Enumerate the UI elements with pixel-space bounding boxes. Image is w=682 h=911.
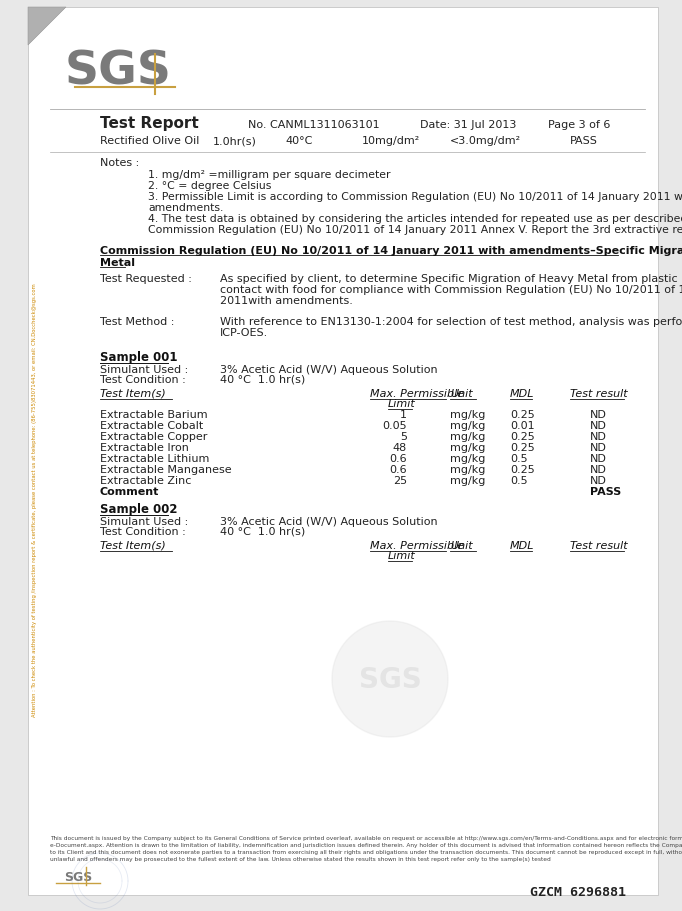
Text: Test result: Test result bbox=[570, 389, 627, 398]
Text: Extractable Lithium: Extractable Lithium bbox=[100, 454, 209, 464]
Text: ND: ND bbox=[590, 432, 607, 442]
Text: Notes :: Notes : bbox=[100, 158, 139, 168]
Text: mg/kg: mg/kg bbox=[450, 476, 486, 486]
Text: 0.6: 0.6 bbox=[389, 454, 407, 464]
Text: 0.5: 0.5 bbox=[510, 454, 528, 464]
Text: 40 °C  1.0 hr(s): 40 °C 1.0 hr(s) bbox=[220, 527, 306, 537]
Text: 40 °C  1.0 hr(s): 40 °C 1.0 hr(s) bbox=[220, 374, 306, 384]
Text: ND: ND bbox=[590, 421, 607, 431]
Text: mg/kg: mg/kg bbox=[450, 465, 486, 475]
Text: ND: ND bbox=[590, 465, 607, 475]
Text: Sample 001: Sample 001 bbox=[100, 351, 177, 363]
Text: 0.25: 0.25 bbox=[510, 432, 535, 442]
Text: 0.25: 0.25 bbox=[510, 443, 535, 453]
Text: mg/kg: mg/kg bbox=[450, 432, 486, 442]
Text: SGS: SGS bbox=[359, 665, 421, 693]
Text: Simulant Used :: Simulant Used : bbox=[100, 517, 188, 527]
Text: Sample 002: Sample 002 bbox=[100, 503, 177, 516]
Text: 2. °C = degree Celsius: 2. °C = degree Celsius bbox=[148, 180, 271, 190]
Text: Extractable Copper: Extractable Copper bbox=[100, 432, 207, 442]
Text: 0.6: 0.6 bbox=[389, 465, 407, 475]
Text: This document is issued by the Company subject to its General Conditions of Serv: This document is issued by the Company s… bbox=[50, 835, 682, 840]
Text: Page 3 of 6: Page 3 of 6 bbox=[548, 120, 610, 130]
Text: mg/kg: mg/kg bbox=[450, 410, 486, 420]
Text: Extractable Cobalt: Extractable Cobalt bbox=[100, 421, 203, 431]
Text: Date: 31 Jul 2013: Date: 31 Jul 2013 bbox=[420, 120, 516, 130]
Text: e-Document.aspx. Attention is drawn to the limitation of liability, indemnificat: e-Document.aspx. Attention is drawn to t… bbox=[50, 842, 682, 847]
Text: As specified by client, to determine Specific Migration of Heavy Metal from plas: As specified by client, to determine Spe… bbox=[220, 273, 682, 283]
Text: 0.5: 0.5 bbox=[510, 476, 528, 486]
Text: MDL: MDL bbox=[510, 540, 535, 550]
Text: amendments.: amendments. bbox=[148, 203, 224, 213]
Text: ICP-OES.: ICP-OES. bbox=[220, 328, 268, 338]
Text: Max. Permissible: Max. Permissible bbox=[370, 540, 464, 550]
Text: 5: 5 bbox=[400, 432, 407, 442]
Text: Commission Regulation (EU) No 10/2011 of 14 January 2011 Annex V. Report the 3rd: Commission Regulation (EU) No 10/2011 of… bbox=[148, 225, 682, 235]
Text: Extractable Iron: Extractable Iron bbox=[100, 443, 189, 453]
Text: Simulant Used :: Simulant Used : bbox=[100, 364, 188, 374]
Text: 0.25: 0.25 bbox=[510, 465, 535, 475]
Text: Attention : To check the authenticity of testing /inspection report & certificat: Attention : To check the authenticity of… bbox=[33, 282, 38, 716]
Polygon shape bbox=[28, 8, 66, 46]
Text: Test Item(s): Test Item(s) bbox=[100, 389, 166, 398]
Text: MDL: MDL bbox=[510, 389, 535, 398]
Text: Limit: Limit bbox=[388, 550, 416, 560]
Polygon shape bbox=[28, 8, 66, 46]
Text: Unit: Unit bbox=[450, 389, 473, 398]
Text: mg/kg: mg/kg bbox=[450, 454, 486, 464]
Text: Extractable Manganese: Extractable Manganese bbox=[100, 465, 232, 475]
Text: 1: 1 bbox=[400, 410, 407, 420]
Text: Test Requested :: Test Requested : bbox=[100, 273, 192, 283]
Text: Commission Regulation (EU) No 10/2011 of 14 January 2011 with amendments–Specifi: Commission Regulation (EU) No 10/2011 of… bbox=[100, 246, 682, 256]
Text: <3.0mg/dm²: <3.0mg/dm² bbox=[450, 136, 521, 146]
Text: 3% Acetic Acid (W/V) Aqueous Solution: 3% Acetic Acid (W/V) Aqueous Solution bbox=[220, 364, 438, 374]
Text: No. CANML1311063101: No. CANML1311063101 bbox=[248, 120, 380, 130]
Text: PASS: PASS bbox=[570, 136, 598, 146]
Text: 10mg/dm²: 10mg/dm² bbox=[362, 136, 420, 146]
Text: to its Client and this document does not exonerate parties to a transaction from: to its Client and this document does not… bbox=[50, 849, 682, 854]
Text: 1. mg/dm² =milligram per square decimeter: 1. mg/dm² =milligram per square decimete… bbox=[148, 169, 391, 179]
Text: SGS: SGS bbox=[65, 49, 171, 95]
Text: ND: ND bbox=[590, 476, 607, 486]
Text: 0.25: 0.25 bbox=[510, 410, 535, 420]
Text: Limit: Limit bbox=[388, 398, 416, 408]
Text: Test Condition :: Test Condition : bbox=[100, 374, 186, 384]
Text: Test result: Test result bbox=[570, 540, 627, 550]
Text: 48: 48 bbox=[393, 443, 407, 453]
Text: Extractable Barium: Extractable Barium bbox=[100, 410, 207, 420]
Text: 1.0hr(s): 1.0hr(s) bbox=[213, 136, 257, 146]
Text: 3. Permissible Limit is according to Commission Regulation (EU) No 10/2011 of 14: 3. Permissible Limit is according to Com… bbox=[148, 192, 682, 201]
Text: Comment: Comment bbox=[100, 486, 160, 496]
Text: Test Method :: Test Method : bbox=[100, 317, 175, 327]
Text: contact with food for compliance with Commission Regulation (EU) No 10/2011 of 1: contact with food for compliance with Co… bbox=[220, 284, 682, 294]
Text: Metal: Metal bbox=[100, 258, 135, 268]
Text: ND: ND bbox=[590, 410, 607, 420]
Text: unlawful and offenders may be prosecuted to the fullest extent of the law. Unles: unlawful and offenders may be prosecuted… bbox=[50, 856, 551, 861]
Text: ND: ND bbox=[590, 454, 607, 464]
Polygon shape bbox=[332, 621, 448, 737]
Text: 40°C: 40°C bbox=[285, 136, 312, 146]
Text: Rectified Olive Oil: Rectified Olive Oil bbox=[100, 136, 199, 146]
Text: With reference to EN13130-1:2004 for selection of test method, analysis was perf: With reference to EN13130-1:2004 for sel… bbox=[220, 317, 682, 327]
Text: Test Condition :: Test Condition : bbox=[100, 527, 186, 537]
Text: mg/kg: mg/kg bbox=[450, 421, 486, 431]
Text: SGS: SGS bbox=[64, 871, 92, 884]
Text: mg/kg: mg/kg bbox=[450, 443, 486, 453]
Text: Unit: Unit bbox=[450, 540, 473, 550]
Text: Test Item(s): Test Item(s) bbox=[100, 540, 166, 550]
Text: 3% Acetic Acid (W/V) Aqueous Solution: 3% Acetic Acid (W/V) Aqueous Solution bbox=[220, 517, 438, 527]
Text: 25: 25 bbox=[393, 476, 407, 486]
Text: Extractable Zinc: Extractable Zinc bbox=[100, 476, 192, 486]
Text: 4. The test data is obtained by considering the articles intended for repeated u: 4. The test data is obtained by consider… bbox=[148, 214, 682, 224]
Text: 2011with amendments.: 2011with amendments. bbox=[220, 296, 353, 306]
Text: GZCM 6296881: GZCM 6296881 bbox=[530, 885, 626, 898]
Text: Max. Permissible: Max. Permissible bbox=[370, 389, 464, 398]
Text: 0.01: 0.01 bbox=[510, 421, 535, 431]
Text: 0.05: 0.05 bbox=[383, 421, 407, 431]
Text: ND: ND bbox=[590, 443, 607, 453]
Text: PASS: PASS bbox=[590, 486, 621, 496]
Text: Test Report: Test Report bbox=[100, 116, 198, 131]
